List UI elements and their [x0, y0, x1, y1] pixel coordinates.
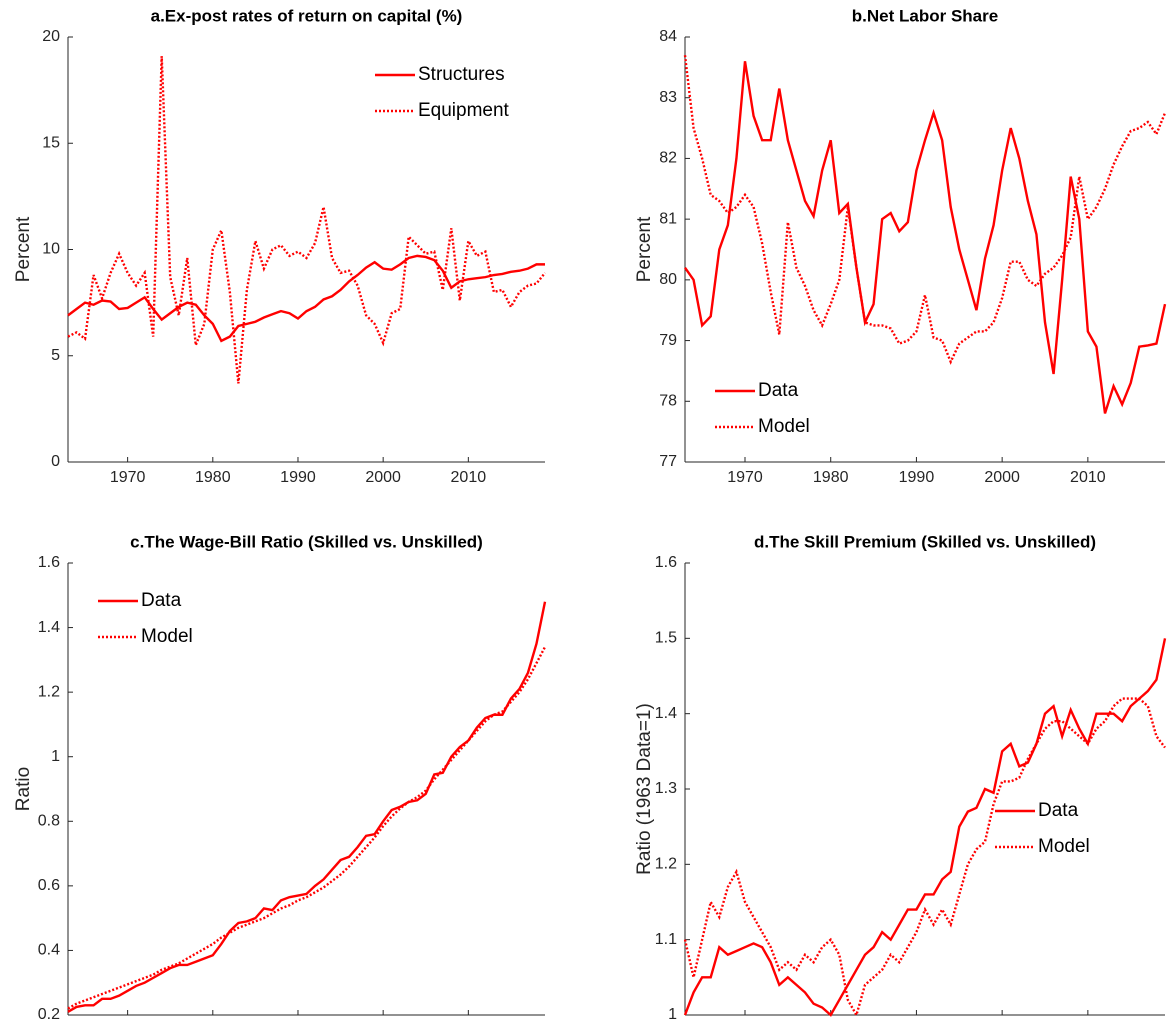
subplot: b.Net Labor Share Percent 77 78 79 80 81 82 83 84…: [634, 6, 1167, 486]
y-tick-label: 0.4: [38, 942, 60, 959]
subplot-title: c.The Wage-Bill Ratio (Skilled vs. Unski…: [130, 532, 483, 551]
y-tick-label: 1: [51, 748, 60, 765]
y-tick-label: 77: [659, 453, 677, 470]
x-tick-label: 1970: [727, 469, 763, 486]
y-tick-label: 80: [659, 271, 677, 288]
y-tick-label: 79: [659, 332, 677, 349]
y-tick-label: 1.4: [38, 619, 60, 636]
y-tick-label: 0.8: [38, 813, 60, 830]
y-tick-label: 1: [668, 1006, 677, 1019]
x-tick-label: 1980: [195, 469, 231, 486]
legend-label: Data: [141, 590, 182, 611]
y-tick-label: 1.4: [655, 705, 677, 722]
y-tick-label: 1.2: [38, 683, 60, 700]
subplot: a.Ex-post rates of return on capital (%)…: [13, 6, 546, 486]
y-tick-label: 1.5: [655, 630, 677, 647]
x-tick-label: 1990: [899, 469, 935, 486]
y-tick-label: 1.1: [655, 931, 677, 948]
y-axis-label: Ratio (1963 Data=1): [634, 703, 655, 875]
subplot-title: b.Net Labor Share: [852, 6, 998, 25]
x-tick-label: 1980: [813, 469, 849, 486]
y-tick-label: 84: [659, 28, 677, 45]
legend-label: Model: [141, 626, 193, 647]
x-tick-label: 2010: [1070, 469, 1106, 486]
x-tick-label: 2000: [984, 469, 1020, 486]
data-line: [683, 55, 1167, 365]
data-line: [67, 646, 547, 1010]
y-tick-label: 0.6: [38, 877, 60, 894]
y-tick-label: 1.6: [38, 554, 60, 571]
y-tick-label: 0.2: [38, 1006, 60, 1019]
legend-label: Data: [1038, 800, 1079, 821]
legend-label: Structures: [418, 64, 505, 85]
x-tick-label: 1970: [110, 469, 146, 486]
y-tick-label: 1.2: [655, 856, 677, 873]
data-line: [67, 56, 546, 384]
legend-label: Data: [758, 380, 799, 401]
legend-label: Model: [758, 416, 810, 437]
subplot: d.The Skill Premium (Skilled vs. Unskill…: [634, 532, 1167, 1019]
y-tick-label: 5: [51, 347, 60, 364]
x-tick-label: 2000: [365, 469, 401, 486]
y-tick-label: 83: [659, 89, 677, 106]
y-tick-label: 0: [51, 453, 60, 470]
data-line: [67, 254, 545, 343]
y-tick-label: 15: [42, 134, 60, 151]
legend-label: Equipment: [418, 100, 510, 121]
data-line: [683, 697, 1166, 1019]
y-tick-label: 82: [659, 150, 677, 167]
y-tick-label: 10: [42, 241, 60, 258]
data-line: [684, 61, 1167, 414]
subplot: c.The Wage-Bill Ratio (Skilled vs. Unski…: [13, 532, 547, 1019]
subplot-title: d.The Skill Premium (Skilled vs. Unskill…: [754, 532, 1096, 551]
y-tick-label: 1.3: [655, 780, 677, 797]
x-tick-label: 2010: [451, 469, 487, 486]
data-line: [67, 601, 547, 1013]
x-tick-label: 1990: [280, 469, 316, 486]
y-axis-label: Ratio: [13, 767, 34, 811]
data-line: [683, 638, 1167, 1017]
y-tick-label: 20: [42, 28, 60, 45]
y-tick-label: 78: [659, 393, 677, 410]
y-tick-label: 1.6: [655, 554, 677, 571]
legend-label: Model: [1038, 836, 1090, 857]
y-axis-label: Percent: [13, 216, 34, 282]
y-tick-label: 81: [659, 210, 677, 227]
subplot-title: a.Ex-post rates of return on capital (%): [151, 6, 463, 25]
y-axis-label: Percent: [634, 216, 655, 282]
